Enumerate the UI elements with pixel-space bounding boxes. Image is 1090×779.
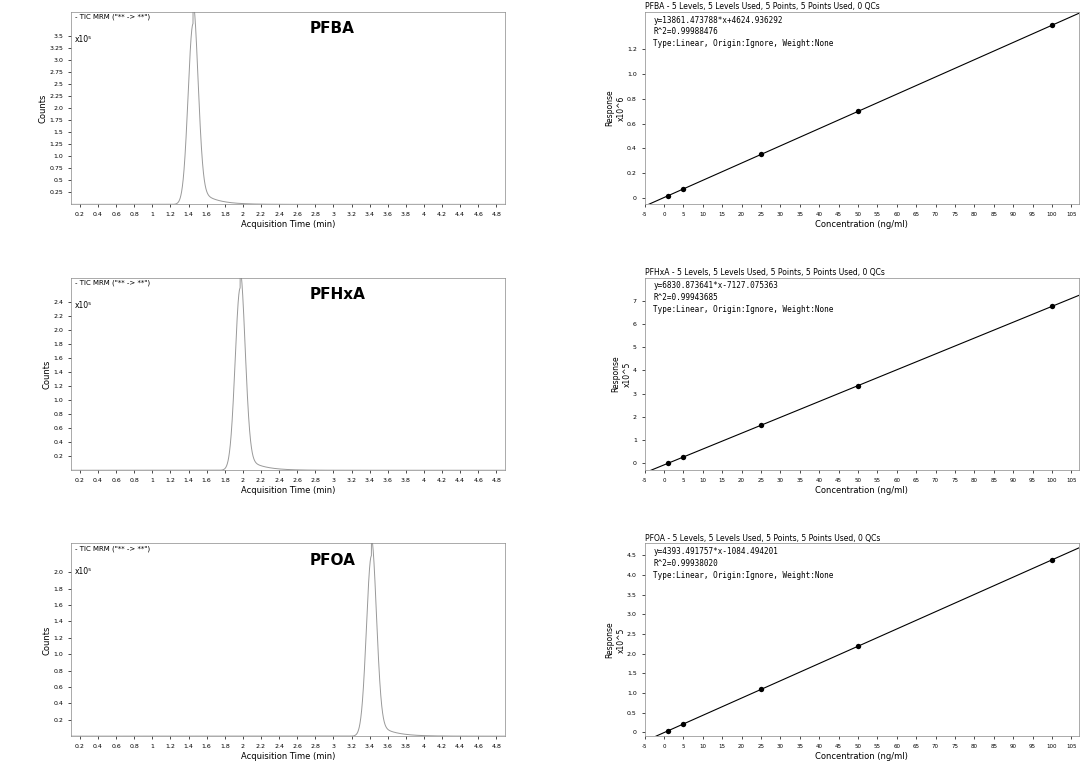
Text: - TIC MRM ("** -> **"): - TIC MRM ("** -> **") (75, 13, 150, 20)
Text: y=4393.491757*x-1084.494201
R^2=0.99938020
Type:Linear, Origin:Ignore, Weight:No: y=4393.491757*x-1084.494201 R^2=0.999380… (653, 548, 834, 580)
Y-axis label: Response
x10^5: Response x10^5 (606, 622, 626, 658)
Point (659, 457, 677, 470)
Y-axis label: Counts: Counts (43, 359, 52, 389)
Text: x10⁵: x10⁵ (75, 35, 93, 44)
X-axis label: Acquisition Time (min): Acquisition Time (min) (241, 220, 336, 229)
Y-axis label: Counts: Counts (39, 93, 48, 123)
Point (659, 724, 677, 737)
Point (1043, 300, 1061, 312)
Text: PFBA - 5 Levels, 5 Levels Used, 5 Points, 5 Points Used, 0 QCs: PFBA - 5 Levels, 5 Levels Used, 5 Points… (644, 2, 880, 11)
Point (675, 717, 692, 730)
Text: x10⁵: x10⁵ (75, 301, 93, 310)
Y-axis label: Counts: Counts (43, 625, 52, 654)
Point (1043, 554, 1061, 566)
Point (675, 183, 692, 196)
X-axis label: Concentration (ng/ml): Concentration (ng/ml) (815, 220, 908, 229)
X-axis label: Acquisition Time (min): Acquisition Time (min) (241, 752, 336, 760)
Point (659, 189, 677, 202)
Y-axis label: Response
x10^6: Response x10^6 (606, 90, 626, 126)
X-axis label: Acquisition Time (min): Acquisition Time (min) (241, 485, 336, 495)
Text: x10⁵: x10⁵ (75, 566, 93, 576)
Point (849, 379, 867, 392)
Point (849, 640, 867, 653)
Text: y=6830.873641*x-7127.075363
R^2=0.99943685
Type:Linear, Origin:Ignore, Weight:No: y=6830.873641*x-7127.075363 R^2=0.999436… (653, 281, 834, 314)
Point (752, 148, 770, 160)
Text: PFBA: PFBA (310, 21, 354, 37)
Point (752, 683, 770, 696)
Text: - TIC MRM ("** -> **"): - TIC MRM ("** -> **") (75, 545, 150, 552)
Text: PFOA: PFOA (310, 553, 355, 568)
X-axis label: Concentration (ng/ml): Concentration (ng/ml) (815, 752, 908, 760)
Point (752, 419, 770, 432)
Text: PFOA - 5 Levels, 5 Levels Used, 5 Points, 5 Points Used, 0 QCs: PFOA - 5 Levels, 5 Levels Used, 5 Points… (644, 534, 880, 543)
Point (1043, 19, 1061, 31)
X-axis label: Concentration (ng/ml): Concentration (ng/ml) (815, 485, 908, 495)
Y-axis label: Response
x10^5: Response x10^5 (611, 355, 631, 393)
Point (849, 105, 867, 118)
Text: PFHxA: PFHxA (310, 287, 366, 302)
Text: y=13861.473788*x+4624.936292
R^2=0.99988476
Type:Linear, Origin:Ignore, Weight:N: y=13861.473788*x+4624.936292 R^2=0.99988… (653, 16, 834, 48)
Text: - TIC MRM ("** -> **"): - TIC MRM ("** -> **") (75, 280, 150, 286)
Point (675, 451, 692, 464)
Text: PFHxA - 5 Levels, 5 Levels Used, 5 Points, 5 Points Used, 0 QCs: PFHxA - 5 Levels, 5 Levels Used, 5 Point… (644, 268, 884, 277)
